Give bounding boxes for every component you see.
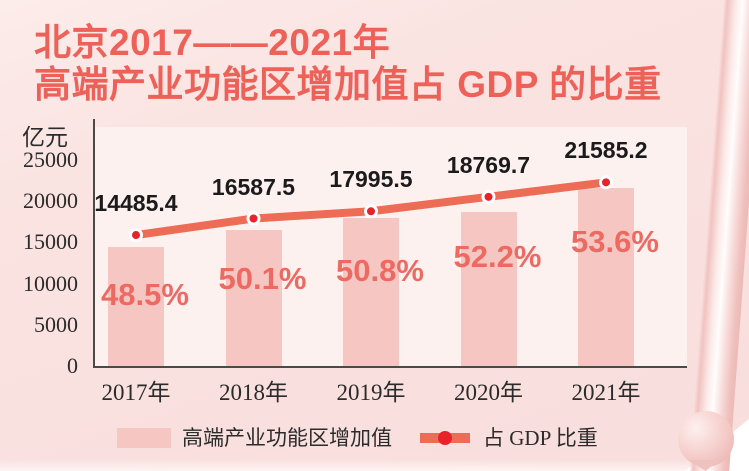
value-label-2019年: 17995.5 (329, 166, 413, 193)
value-label-2020年: 18769.7 (446, 151, 531, 178)
x-axis-tick-2019年: 2019年 (336, 380, 406, 405)
value-label-2021年: 21585.2 (564, 137, 648, 164)
page-curl-end (678, 411, 734, 467)
x-axis-tick-2021年: 2021年 (571, 380, 641, 405)
legend-bar-swatch (117, 428, 171, 448)
pct-label-2020年: 52.2% (453, 238, 542, 274)
page-bottom-fade (0, 459, 749, 471)
bar-2020年 (460, 211, 517, 367)
page-curl-roll (687, 0, 749, 471)
y-axis-tick-0: 0 (67, 353, 78, 378)
x-axis-tick-2018年: 2018年 (219, 380, 288, 405)
bar-2019年 (343, 217, 399, 367)
x-axis-tick-2017年: 2017年 (101, 380, 171, 405)
legend-line-swatch (420, 431, 470, 445)
title-line-1: 北京2017——2021年 (34, 22, 391, 63)
value-label-2018年: 16587.5 (211, 173, 296, 200)
y-axis-tick-20000: 20000 (23, 188, 78, 214)
value-label-2017年: 14485.4 (94, 190, 178, 217)
x-axis-line (93, 366, 687, 368)
y-axis-tick-10000: 10000 (23, 270, 78, 296)
bar-2018年 (225, 229, 282, 367)
bar-2017年 (108, 247, 164, 367)
y-axis-unit-label: 亿元 (22, 125, 68, 150)
legend-line-label: 占 GDP 比重 (483, 426, 598, 450)
bar-2021年 (578, 188, 634, 367)
pct-label-2019年: 50.8% (336, 253, 424, 289)
title-line-2: 高端产业功能区增加值占 GDP 的比重 (34, 64, 662, 105)
y-axis-tick-5000: 5000 (34, 311, 78, 337)
x-axis-tick-2020年: 2020年 (454, 380, 523, 405)
legend-bar-label: 高端产业功能区增加值 (182, 426, 392, 450)
page-title: 北京2017——2021年 高端产业功能区增加值占 GDP 的比重 (34, 22, 662, 106)
y-axis-tick-15000: 15000 (23, 229, 78, 255)
y-axis-line (93, 119, 95, 368)
pct-label-2018年: 50.1% (218, 260, 307, 296)
pct-label-2017年: 48.5% (101, 277, 189, 313)
y-axis-tick-25000: 25000 (23, 147, 78, 172)
legend-line-dot-icon (438, 431, 452, 445)
pct-label-2021年: 53.6% (571, 224, 659, 260)
